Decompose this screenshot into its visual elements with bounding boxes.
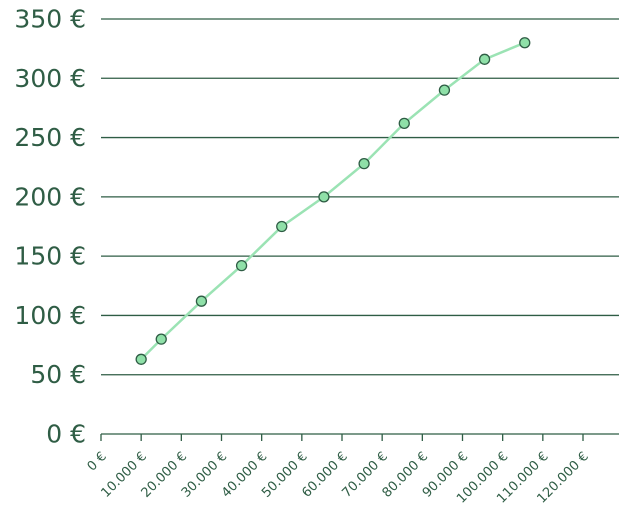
x-tick-label-0: 0 € [85, 449, 110, 474]
y-axis-tick-labels: 0 € 50 € 100 € 150 € 200 € 250 € 300 € 350 € [14, 5, 86, 449]
data-point-0 [135, 353, 147, 365]
y-tick-label-150: 150 € [14, 242, 86, 271]
data-point-9 [478, 53, 491, 65]
y-tick-label-100: 100 € [14, 301, 86, 330]
data-point-6 [358, 158, 370, 170]
data-point-10 [519, 37, 531, 49]
data-point-2 [195, 295, 208, 307]
data-point-8 [438, 84, 451, 96]
y-tick-label-50: 50 € [30, 360, 86, 389]
y-tick-label-350: 350 € [14, 5, 86, 34]
data-point-5 [318, 191, 330, 203]
series-layer [135, 37, 531, 365]
y-tick-label-200: 200 € [14, 182, 86, 211]
data-point-4 [276, 220, 288, 233]
series-line-0 [140, 41, 526, 361]
data-point-7 [398, 117, 410, 129]
y-tick-label-250: 250 € [14, 123, 86, 152]
data-point-3 [235, 259, 248, 272]
x-axis [100, 433, 619, 441]
data-point-1 [155, 333, 167, 345]
y-tick-label-300: 300 € [14, 64, 86, 93]
x-axis-tick-labels: 0 €10.000 €20.000 €30.000 €40.000 €50.00… [85, 449, 592, 506]
y-tick-label-0: 0 € [46, 420, 86, 449]
